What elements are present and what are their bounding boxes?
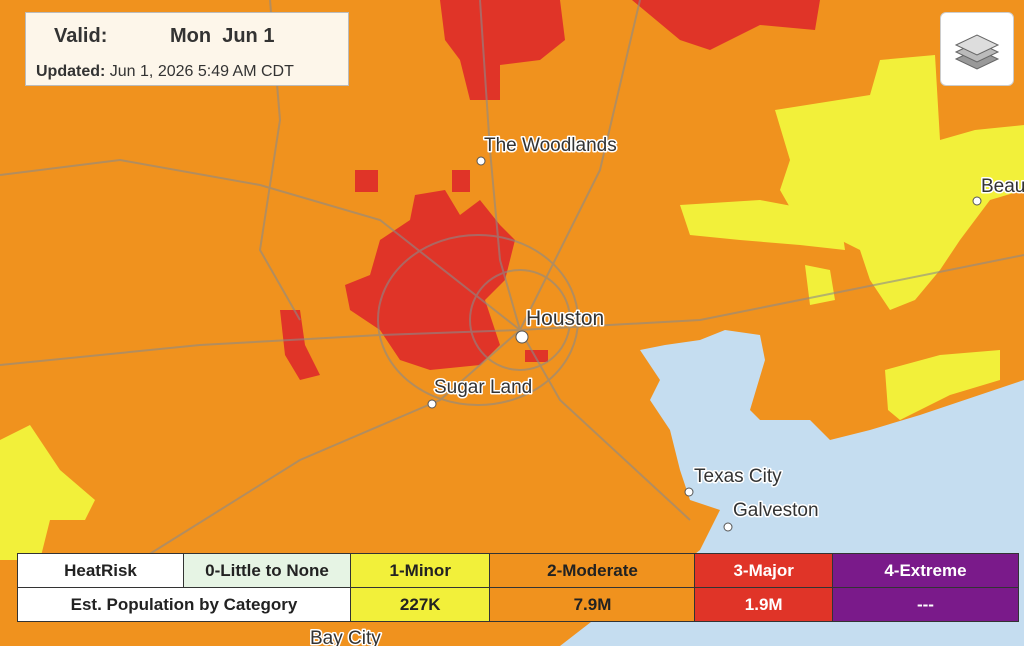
legend-row: Est. Population by Category 227K 7.9M 1.… — [17, 587, 1020, 622]
valid-label: Valid: — [54, 25, 108, 47]
city-dot — [972, 196, 982, 206]
population: 1.9M — [694, 587, 833, 622]
legend-table: HeatRisk 0-Little to None 1-Minor 2-Mode… — [17, 553, 1020, 622]
city-label: The Woodlands — [484, 135, 617, 156]
minor-areas — [0, 55, 1024, 560]
city-dot — [476, 156, 486, 166]
city-label: Sugar Land — [434, 377, 532, 398]
city-label: Texas City — [694, 466, 782, 487]
legend-category: 4-Extreme — [831, 553, 1020, 588]
city-label: Beau — [981, 176, 1024, 197]
valid-date: Mon Jun 1 — [170, 25, 275, 47]
legend-category: 1-Minor — [349, 553, 491, 588]
population: 7.9M — [489, 587, 696, 622]
city-label: Houston — [526, 307, 604, 330]
legend-row: HeatRisk 0-Little to None 1-Minor 2-Mode… — [17, 553, 1020, 588]
updated-text: Jun 1, 2026 5:49 AM CDT — [109, 63, 294, 80]
city-label: Bay City — [310, 628, 381, 646]
city-label: Galveston — [733, 500, 819, 521]
city-dot — [684, 487, 694, 497]
city-markers — [427, 156, 982, 532]
legend-category: 3-Major — [694, 553, 833, 588]
legend-category: 2-Moderate — [489, 553, 696, 588]
city-dot — [515, 330, 529, 344]
legend-header: HeatRisk — [17, 553, 184, 588]
population-label: Est. Population by Category — [17, 587, 351, 622]
city-dot — [723, 522, 733, 532]
updated-label: Updated: — [36, 63, 106, 80]
legend-category: 0-Little to None — [183, 553, 351, 588]
updated: Updated: Jun 1, 2026 5:49 AM CDT — [36, 63, 294, 81]
layers-button[interactable] — [940, 12, 1014, 86]
layers-icon — [954, 34, 1000, 70]
valid-box: Valid: Mon Jun 1 Updated: Jun 1, 2026 5:… — [25, 12, 349, 86]
roads — [0, 0, 1024, 561]
population: 227K — [349, 587, 491, 622]
population: --- — [831, 587, 1020, 622]
city-dot — [427, 399, 437, 409]
